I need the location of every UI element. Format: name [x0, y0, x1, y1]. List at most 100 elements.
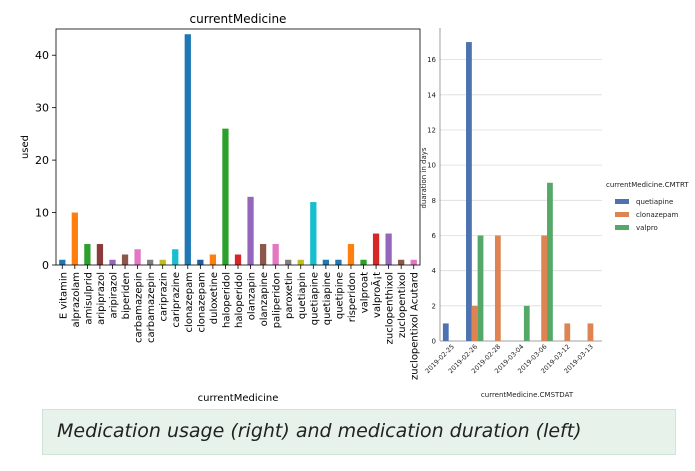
left-chart-title: currentMedicine	[190, 12, 287, 26]
left-bar	[71, 212, 78, 265]
right-legend: currentMedicine.CMTRT quetiapine clonazep…	[606, 181, 689, 232]
left-x-tick-label: quetipine	[334, 272, 345, 319]
right-y-tick-label: 6	[432, 232, 437, 240]
right-bar-quetiapine	[466, 42, 472, 342]
right-bar-clonazepam	[471, 305, 478, 341]
legend-swatch	[615, 212, 629, 217]
left-bar	[121, 254, 129, 265]
left-bars	[59, 34, 417, 265]
right-chart: 0 2 4 6 8 10 12 14 16 2019-02-252019-02-262019-0…	[420, 28, 689, 399]
left-bar	[184, 34, 191, 265]
left-x-tick-label: quetiapine	[309, 272, 320, 325]
right-bar-clonazepam	[494, 235, 501, 341]
left-x-tick-label: carbamazepin	[146, 272, 157, 343]
left-bar	[322, 259, 329, 265]
legend-swatch	[615, 225, 629, 230]
legend-label: valpro	[636, 224, 658, 232]
right-grid	[439, 28, 602, 342]
caption-text: Medication usage (right) and medication …	[57, 420, 582, 442]
left-x-tick-label: amisulprid	[83, 272, 94, 325]
left-y-axis: 0 10 20 30 40	[35, 49, 56, 272]
left-bar	[59, 259, 66, 265]
legend-label: clonazepam	[636, 211, 679, 219]
right-x-axis-label: currentMedicine.CMSTDAT	[481, 391, 574, 399]
left-bar	[347, 244, 355, 265]
left-x-tick-label: quetiapin	[297, 272, 308, 319]
left-x-tick-label: E vitamin	[58, 272, 69, 319]
right-y-axis-label: duaration in days	[420, 147, 428, 208]
left-x-tick-label: cariprazine	[171, 272, 182, 328]
left-x-tick-label: quetiapine	[322, 272, 333, 325]
left-bar	[222, 128, 229, 265]
right-bar-valpro	[477, 235, 484, 341]
left-bar	[134, 249, 141, 265]
right-bars	[442, 42, 594, 342]
left-x-tick-label: aripirazol	[108, 272, 119, 319]
left-bar	[297, 259, 304, 265]
left-bar	[197, 259, 204, 265]
right-y-tick-label: 0	[432, 338, 436, 346]
left-bar	[410, 259, 417, 265]
left-bar	[159, 259, 166, 265]
left-y-tick-label: 40	[35, 49, 49, 62]
right-y-tick-label: 2	[432, 302, 436, 310]
right-bar-valpro	[547, 182, 553, 341]
left-x-tick-label: cariprazin	[159, 272, 170, 321]
left-y-axis-label: used	[20, 135, 31, 159]
left-x-tick-label: biperiden	[121, 272, 132, 319]
legend-label: quetiapine	[636, 198, 673, 206]
left-bar	[398, 259, 405, 265]
left-x-tick-label: zuclopentixol Acutard	[410, 272, 421, 380]
caption-box: Medication usage (right) and medication …	[42, 409, 676, 455]
left-y-tick-label: 10	[35, 207, 49, 220]
right-y-tick-label: 12	[427, 126, 436, 134]
right-bar-valpro	[523, 305, 530, 341]
left-bar	[209, 254, 217, 265]
right-y-axis: 0 2 4 6 8 10 12 14 16	[427, 56, 436, 345]
left-x-tick-label: aripiprazol	[96, 272, 107, 325]
right-bar-quetiapine	[442, 323, 449, 341]
left-x-tick-label: paliperidon	[272, 272, 283, 328]
left-bar	[259, 244, 267, 265]
right-y-tick-label: 4	[432, 267, 437, 275]
left-bar	[234, 254, 242, 265]
right-y-tick-label: 16	[427, 56, 436, 64]
right-y-tick-label: 8	[432, 197, 436, 205]
legend-swatch	[615, 199, 629, 204]
left-x-tick-label: clonazepam	[196, 272, 207, 332]
right-bar-clonazepam	[564, 323, 571, 341]
right-y-tick-label: 10	[427, 162, 436, 170]
left-y-tick-label: 0	[42, 259, 49, 272]
left-x-tick-label: haloperidol	[234, 272, 245, 328]
left-bar	[172, 249, 179, 265]
left-x-tick-label: valproÃ¡t	[370, 272, 383, 318]
left-y-tick-label: 20	[35, 154, 49, 167]
left-bar	[360, 259, 367, 265]
left-x-tick-label: zuclopentixol	[397, 272, 408, 338]
left-x-tick-label: carbamazepin	[134, 272, 145, 343]
left-bar	[109, 259, 116, 265]
left-x-tick-label: valproat	[360, 272, 371, 313]
legend-title: currentMedicine.CMTRT	[606, 181, 689, 189]
right-bar-clonazepam	[541, 235, 548, 341]
right-x-axis: 2019-02-252019-02-262019-02-282019-03-04…	[424, 343, 595, 375]
left-plot-frame	[55, 28, 421, 266]
right-bar-clonazepam	[587, 323, 594, 341]
left-bar	[272, 244, 279, 265]
left-x-tick-label: paroxetin	[284, 272, 295, 319]
left-x-tick-label: olanzapine	[259, 272, 270, 326]
left-x-axis-label: currentMedicine	[198, 393, 279, 404]
left-bar	[310, 202, 317, 265]
left-bar	[385, 233, 392, 265]
left-x-tick-label: olanzapin	[247, 272, 258, 320]
left-x-tick-label: haloperidol	[221, 272, 232, 328]
left-x-tick-label: clonazepam	[184, 272, 195, 332]
right-y-tick-label: 14	[427, 91, 436, 99]
left-bar	[96, 244, 104, 265]
left-bar	[285, 259, 292, 265]
left-bar	[335, 259, 342, 265]
left-chart: currentMedicine 0 10 20 30 40 E vitamin alpra…	[20, 12, 421, 404]
left-bar	[84, 244, 91, 265]
left-y-tick-label: 30	[35, 102, 49, 115]
